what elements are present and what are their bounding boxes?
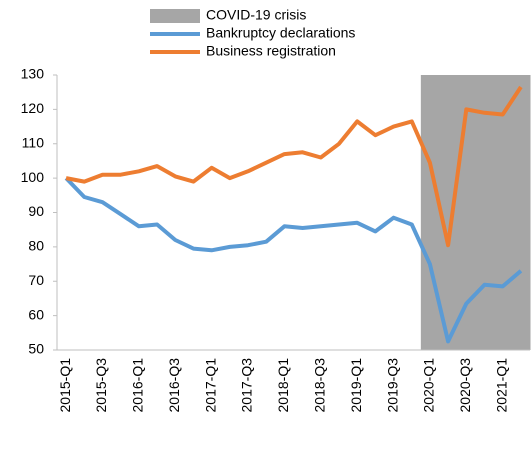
x-tick-label: 2016-Q3 [166, 358, 182, 413]
y-tick-label: 50 [28, 341, 44, 357]
y-tick-label: 60 [28, 306, 44, 322]
y-tick-label: 100 [21, 169, 45, 185]
x-tick-label: 2018-Q3 [311, 358, 327, 413]
line-series [64, 176, 523, 344]
y-tick-label: 90 [28, 203, 44, 219]
legend-label: Bankruptcy declarations [206, 25, 355, 41]
shade-bar [439, 75, 458, 350]
x-tick-label: 2021-Q1 [493, 358, 509, 413]
y-tick-label: 110 [22, 134, 45, 150]
x-tick-label: 2017-Q3 [239, 358, 255, 413]
y-tick-label: 70 [28, 272, 44, 288]
legend-swatch [150, 9, 200, 23]
x-tick-label: 2019-Q1 [348, 358, 364, 413]
x-tick-label: 2020-Q1 [421, 358, 437, 413]
x-tick-label: 2015-Q1 [57, 358, 73, 413]
y-tick-label: 130 [21, 66, 45, 82]
x-tick-label: 2017-Q1 [202, 358, 218, 413]
x-tick-label: 2015-Q3 [93, 358, 109, 413]
shade-bar [420, 75, 440, 350]
x-tick-label: 2016-Q1 [130, 358, 146, 413]
shade-bar [511, 75, 531, 350]
x-tick-label: 2019-Q3 [384, 358, 400, 413]
y-tick-label: 120 [21, 100, 45, 116]
legend-label: Business registration [206, 43, 336, 59]
shade-bar [475, 75, 495, 350]
x-tick-label: 2020-Q3 [457, 358, 473, 413]
legend-label: COVID-19 crisis [206, 7, 306, 23]
x-tick-label: 2018-Q1 [275, 358, 291, 413]
line-series [65, 85, 523, 248]
y-tick-label: 80 [28, 238, 44, 254]
